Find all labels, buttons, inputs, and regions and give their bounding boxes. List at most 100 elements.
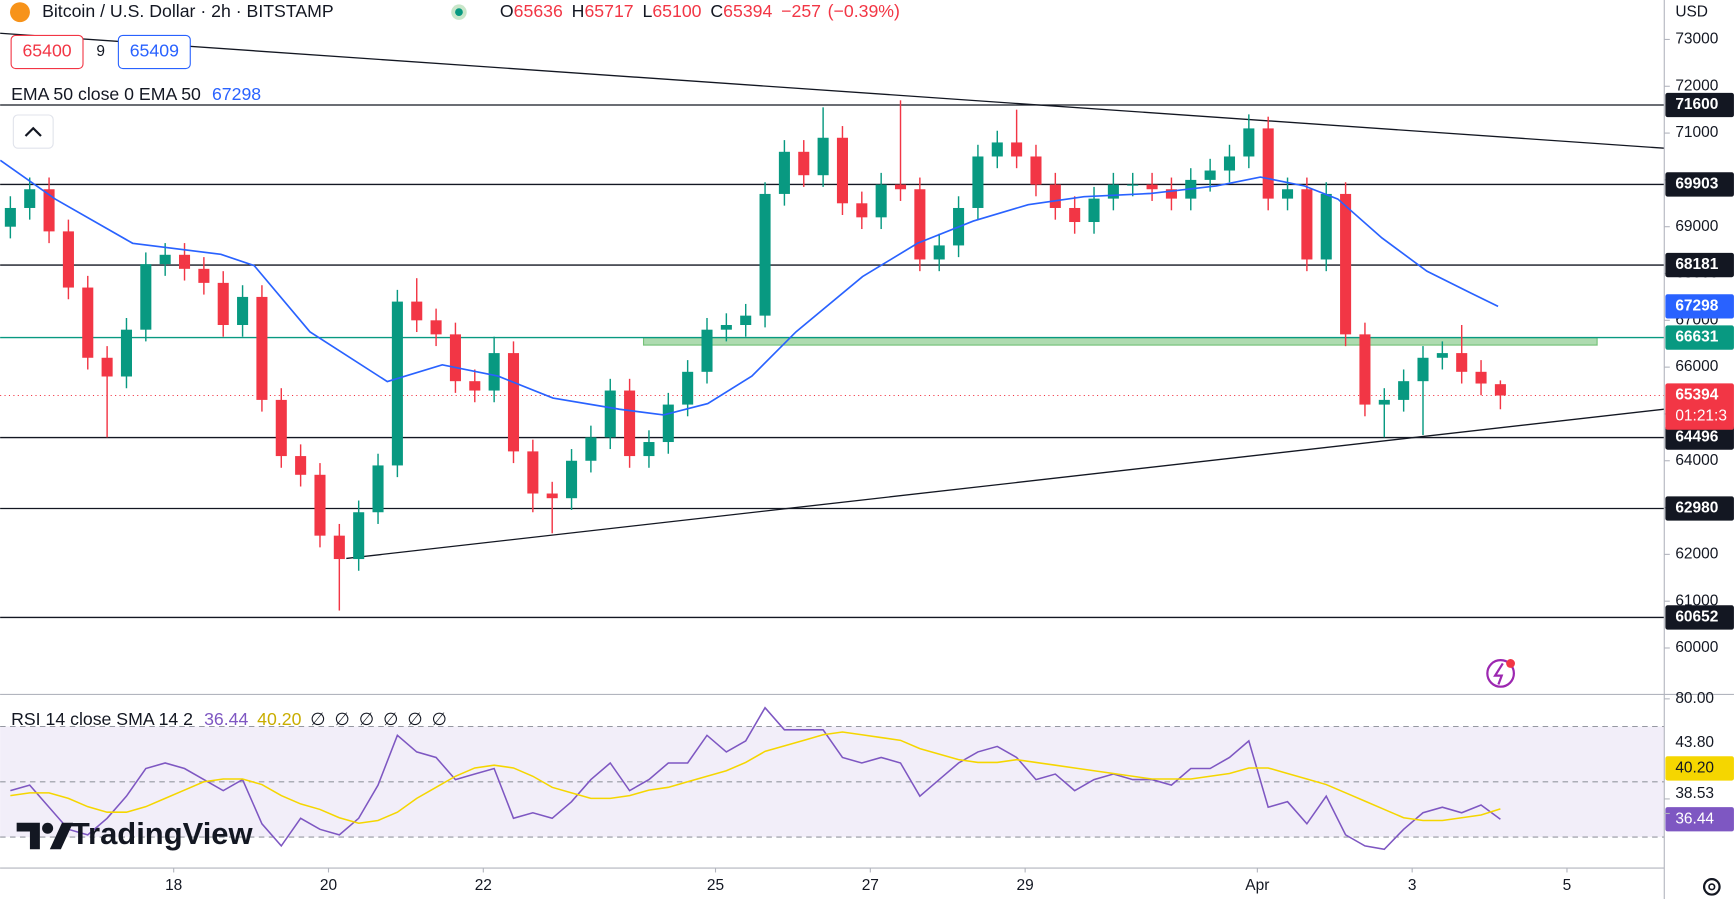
- candle-body: [1204, 170, 1216, 180]
- level-label-box: [1665, 92, 1734, 118]
- candle-body: [217, 282, 229, 326]
- rsi-legend: RSI 14 close SMA 14 2 36.44 40.20 ∅ ∅ ∅ ∅ ∅ ∅: [11, 709, 447, 729]
- candle-body: [585, 437, 597, 461]
- candle-body: [1436, 353, 1448, 358]
- x-tick-label: 25: [707, 877, 724, 894]
- rsi-line: [10, 731, 1501, 825]
- candle-body: [817, 137, 829, 176]
- market-status-dot: [455, 8, 463, 17]
- candle-body: [1049, 184, 1061, 208]
- candle-body: [624, 390, 636, 457]
- logo-mark: [49, 822, 74, 850]
- rsi-tick-label: 38.53: [1675, 785, 1714, 802]
- main-pane: [0, 32, 1665, 619]
- x-tick-label: Apr: [1245, 877, 1269, 894]
- change-percent: (−0.39%): [828, 1, 900, 21]
- candle-body: [198, 268, 210, 283]
- sell-price[interactable]: 65400: [22, 41, 71, 61]
- candle-body: [469, 381, 481, 391]
- settings-icon-core[interactable]: [1708, 883, 1716, 891]
- candle-body: [1340, 193, 1352, 335]
- rsi-title: RSI 14 close SMA 14 2: [11, 709, 193, 729]
- candle-body: [720, 325, 732, 330]
- candle-body: [1127, 184, 1139, 186]
- x-tick-label: 3: [1408, 877, 1417, 894]
- candle-body: [372, 465, 384, 513]
- candle-body: [1282, 189, 1294, 199]
- ema-name: EMA 50 close 0 EMA 50: [11, 84, 201, 104]
- last-price-label-box: [1665, 383, 1734, 430]
- buy-price[interactable]: 65409: [130, 41, 179, 61]
- candle-body: [1088, 198, 1100, 223]
- level-label: 62980: [1675, 500, 1718, 517]
- sell-button[interactable]: [10, 34, 84, 70]
- candle-body: [604, 390, 616, 438]
- ohlc-value: 65394: [723, 1, 772, 21]
- candle-body: [1011, 142, 1023, 157]
- candle-body: [894, 184, 907, 190]
- trendline: [346, 408, 1665, 560]
- ohlc-prefix: L: [642, 1, 652, 21]
- candle-body: [507, 353, 520, 452]
- y-tick-label: 64000: [1675, 452, 1718, 469]
- candle-body: [1069, 207, 1081, 223]
- rsi-value-box: [1665, 756, 1734, 781]
- y-tick-label: 62000: [1675, 545, 1718, 562]
- ohlc-value: 65717: [584, 1, 633, 21]
- ema-value: 67298: [212, 84, 261, 104]
- na-value: ∅: [432, 709, 447, 729]
- candle-body: [43, 189, 55, 232]
- candle-body: [488, 353, 500, 391]
- candle-body: [778, 151, 790, 194]
- ema-legend: EMA 50 close 0 EMA 50 67298: [11, 84, 261, 104]
- ohlc-value: 65100: [652, 1, 701, 21]
- level-label: 66631: [1675, 329, 1718, 346]
- candle-body: [391, 301, 403, 466]
- alert-dot: [1506, 659, 1515, 668]
- level-label-box: [1665, 172, 1734, 197]
- x-tick-label: 29: [1017, 877, 1034, 894]
- settings-icon[interactable]: [1702, 877, 1721, 896]
- candle-body: [1494, 384, 1506, 396]
- candle-body: [295, 456, 307, 475]
- last-price-label: 65394: [1675, 387, 1718, 404]
- y-tick-label: 61000: [1675, 592, 1718, 609]
- candle-body: [566, 460, 578, 499]
- candle-body: [1320, 193, 1332, 260]
- candle-body: [449, 334, 461, 382]
- buy-button[interactable]: [117, 34, 191, 70]
- candle-body: [991, 142, 1003, 157]
- rsi-line: [10, 706, 1501, 851]
- rsi-value-box: [1665, 807, 1734, 832]
- alert-icon[interactable]: [1486, 659, 1515, 688]
- candle-body: [178, 254, 191, 269]
- last-price-label-countdown: 01:21:3: [1675, 408, 1727, 425]
- collapse-button[interactable]: [12, 114, 54, 149]
- level-label: 68181: [1675, 256, 1718, 273]
- candle-body: [643, 442, 655, 457]
- level-label: 64496: [1675, 429, 1718, 446]
- rsi-pane: [0, 706, 1665, 851]
- candle-body: [1378, 399, 1390, 405]
- candle-body: [411, 301, 423, 321]
- alert-bolt[interactable]: [1493, 662, 1504, 685]
- candle-body: [836, 137, 848, 204]
- candle-body: [1262, 128, 1274, 199]
- candle-body: [1475, 371, 1487, 384]
- candle-body: [740, 315, 752, 326]
- candle-body: [972, 156, 984, 208]
- rsi-tick-label: 80.00: [1675, 690, 1714, 707]
- y-tick-label: 73000: [1675, 31, 1718, 48]
- candle-body: [353, 512, 365, 560]
- candle-body: [62, 231, 74, 288]
- na-value: ∅: [359, 709, 374, 729]
- collapse-icon[interactable]: [24, 126, 42, 137]
- candle-body: [1243, 128, 1255, 157]
- candle-body: [759, 193, 771, 316]
- candle-body: [140, 264, 152, 330]
- candle-body: [1359, 334, 1371, 405]
- symbol-title: Bitcoin / U.S. Dollar · 2h · BITSTAMP: [42, 1, 334, 21]
- level-label-box: [1665, 425, 1734, 450]
- x-tick-label: 18: [165, 877, 182, 894]
